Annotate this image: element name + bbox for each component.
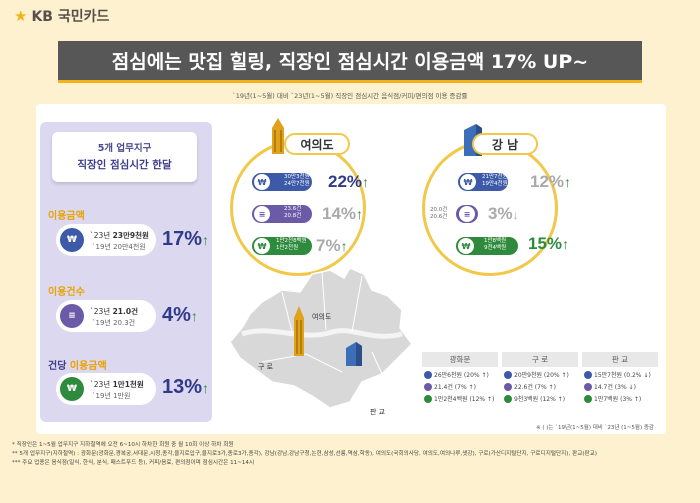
arrow-up-icon: ↑: [202, 380, 210, 396]
won-icon: [584, 370, 592, 379]
map-label-pangyo: 판 교: [370, 408, 386, 416]
yeouido-count-pct: 14%↑: [322, 204, 364, 223]
won-icon: [584, 394, 592, 403]
page-title: 점심에는 맛집 힐링, 직장인 점심시간 이용금액 17% UP~: [111, 51, 589, 73]
yeouido-tower-icon: [272, 118, 284, 154]
won-icon: [504, 394, 512, 403]
metric-title-count: 이용건수: [48, 287, 85, 298]
gangnam-per-txn-values: 1만8백원 9천4백원: [484, 238, 507, 251]
yeouido-label: 여의도: [284, 133, 350, 155]
receipt-icon: ≡: [254, 206, 270, 222]
headline-line-1: 5개 업무지구: [97, 143, 152, 154]
table-row: 1만2천4백원 (12% ↑) 9천3백원 (12% ↑) 1만7백원 (3% …: [420, 394, 660, 403]
arrow-up-icon: ↑: [190, 308, 198, 324]
metric-per-txn-2023: `23년 1만1천원: [90, 380, 144, 389]
gangnam-map-building-icon: [346, 342, 362, 366]
receipt-icon: ≡: [459, 206, 475, 222]
kb-logo: ★ KB 국민카드: [14, 6, 109, 26]
gangnam-label: 강 남: [472, 133, 538, 155]
metric-count-2019: `19년 20.3건: [92, 319, 136, 327]
star-icon: ★: [14, 7, 28, 25]
headline-line-2: 직장인 점심시간 한달: [77, 159, 172, 171]
yeouido-per-txn-values: 1만2천8백원 1만2천원: [276, 238, 307, 251]
metric-count-2023: `23년 21.0건: [90, 307, 138, 316]
yeouido-per-txn-pct: 7%↑: [316, 236, 348, 255]
table-row: 26만6천원 (20% ↑) 20만9천원 (20% ↑) 15만7천원 (0.…: [420, 370, 660, 379]
footnotes: * 직장인은 1~5월 업무지구 지하철역에 오전 6~10시 하차한 회원 중…: [12, 441, 692, 469]
district-table: 광화문 구 로 판 교 26만6천원 (20% ↑) 20만9천원 (20% ↑…: [420, 352, 660, 403]
won-icon: ₩: [254, 238, 270, 254]
footnote-1: * 직장인은 1~5월 업무지구 지하철역에 오전 6~10시 하차한 회원 중…: [12, 442, 234, 448]
seoul-map: [229, 267, 413, 409]
receipt-icon: [424, 382, 432, 391]
won-icon: ₩: [60, 228, 84, 252]
table-header-pangyo: 판 교: [582, 352, 658, 367]
won-icon: [424, 370, 432, 379]
table-header: 광화문 구 로 판 교: [420, 352, 660, 367]
map-label-yeouido: 여의도: [312, 313, 332, 321]
yeouido-count-values: 23.6건 20.8건: [284, 206, 302, 219]
table-note: ※ ( )는 `19년(1~5월) 대비 `23년 (1~5월) 증감: [536, 425, 654, 431]
arrow-up-icon: ↑: [202, 232, 210, 248]
map-label-guro: 구 로: [258, 363, 274, 371]
gangnam-count-pct: 3%↓: [488, 204, 519, 223]
receipt-icon: ≡: [60, 304, 84, 328]
yeouido-amount-pct: 22%↑: [328, 172, 370, 191]
won-icon: ₩: [460, 174, 476, 190]
receipt-icon: [584, 382, 592, 391]
metric-amount-pct: 17%↑: [162, 228, 210, 250]
metric-amount-2023: `23년 23만9천원: [90, 231, 149, 240]
gangnam-amount-pct: 12%↑: [530, 172, 572, 191]
page-subtitle: `19년(1~5월) 대비 `23년(1~5월) 직장인 점심시간 음식점/커피…: [232, 92, 468, 100]
won-icon: ₩: [254, 174, 270, 190]
yeouido-amount-values: 30만3천원 24만7천원: [284, 174, 310, 187]
table-row: 21.4건 (7% ↑) 22.6건 (7% ↑) 14.7건 (3% ↓): [420, 382, 660, 391]
table-header-gwanghwamun: 광화문: [422, 352, 498, 367]
metric-per-txn-pct: 13%↑: [162, 376, 210, 398]
gangnam-amount-values: 21만7천원 19만4천원: [482, 174, 508, 187]
footnote-2: ** 5개 업무지구(지하철역) : 광화문(광화문,경복궁,서대문,시청,종각…: [12, 451, 597, 458]
metric-title-amount: 이용금액: [48, 211, 85, 222]
won-icon: ₩: [60, 377, 84, 401]
won-icon: [424, 394, 432, 403]
yeouido-map-tower-icon: [294, 306, 304, 356]
title-banner: 점심에는 맛집 힐링, 직장인 점심시간 이용금액 17% UP~: [58, 41, 642, 83]
won-icon: [504, 370, 512, 379]
footnote-3: *** 주요 업종은 음식점(일식, 한식, 분식, 패스트푸드 등), 커피/…: [12, 460, 255, 467]
gangnam-count-values: 20.0건 20.6건: [430, 207, 448, 220]
table-header-guro: 구 로: [502, 352, 578, 367]
metric-count-pct: 4%↑: [162, 304, 198, 326]
logo-text: KB 국민카드: [31, 9, 110, 25]
gangnam-per-txn-pct: 15%↑: [528, 234, 570, 253]
metric-title-per-txn: 건당 이용금액: [48, 361, 107, 372]
summary-headline: 5개 업무지구 직장인 점심시간 한달: [52, 132, 197, 182]
metric-amount-2019: `19년 20만4천원: [92, 243, 146, 251]
won-icon: ₩: [458, 238, 474, 254]
metric-per-txn-2019: `19년 1만원: [92, 392, 131, 400]
receipt-icon: [504, 382, 512, 391]
